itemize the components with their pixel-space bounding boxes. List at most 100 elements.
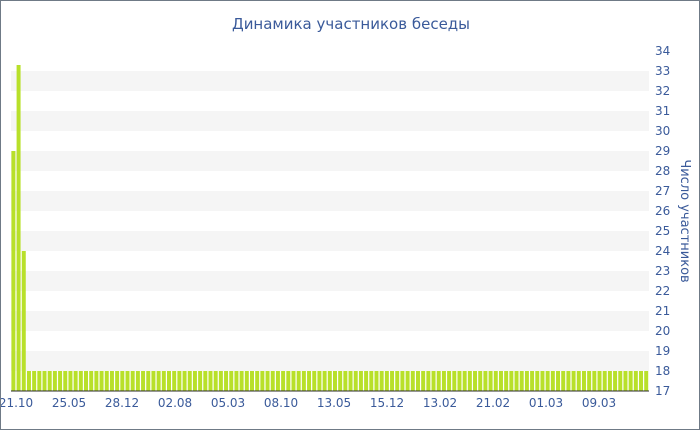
bar — [447, 371, 452, 391]
y-tick-label: 21 — [655, 304, 670, 318]
bar — [498, 371, 503, 391]
x-tick-label: 09.03 — [582, 396, 616, 410]
bar — [275, 371, 280, 391]
y-tick-label: 19 — [655, 344, 670, 358]
bar — [488, 371, 493, 391]
bar — [229, 371, 234, 391]
bar — [358, 371, 363, 391]
grid-band — [11, 351, 649, 371]
bar-series — [11, 65, 649, 391]
grid-band — [11, 271, 649, 291]
bar — [524, 371, 529, 391]
x-tick-label: 28.12 — [105, 396, 139, 410]
bar — [26, 371, 31, 391]
bar — [307, 371, 312, 391]
bar — [99, 371, 104, 391]
bar — [301, 371, 306, 391]
bar — [561, 371, 566, 391]
bar — [436, 371, 441, 391]
grid-band — [11, 111, 649, 131]
bar — [550, 371, 555, 391]
y-tick-label: 22 — [655, 284, 670, 298]
x-tick-label: 25.05 — [52, 396, 86, 410]
y-tick-label: 17 — [655, 384, 670, 398]
bar — [452, 371, 457, 391]
bar — [514, 371, 519, 391]
bar — [535, 371, 540, 391]
bar — [141, 371, 146, 391]
bar — [592, 371, 597, 391]
bar — [182, 371, 187, 391]
bar — [94, 371, 99, 391]
bar — [218, 371, 223, 391]
bar — [213, 371, 218, 391]
y-tick-label: 27 — [655, 184, 670, 198]
y-tick-label: 33 — [655, 64, 670, 78]
bar — [509, 371, 514, 391]
bar — [483, 371, 488, 391]
bar — [255, 371, 260, 391]
y-axis-ticks: 17 18 19 20 21 22 23 24 25 26 27 28 29 30 31 32 33 34 — [655, 44, 670, 398]
bar — [478, 371, 483, 391]
bar — [421, 371, 426, 391]
bar — [224, 371, 229, 391]
y-tick-label: 31 — [655, 104, 670, 118]
bar — [384, 371, 389, 391]
y-tick-label: 29 — [655, 144, 670, 158]
chart-title: Динамика участников беседы — [232, 15, 470, 33]
y-tick-label: 30 — [655, 124, 670, 138]
bar — [270, 371, 275, 391]
bar — [545, 371, 550, 391]
bar — [607, 371, 612, 391]
bar — [260, 371, 265, 391]
grid-band — [11, 311, 649, 331]
x-tick-label: 13.02 — [423, 396, 457, 410]
bar — [390, 371, 395, 391]
bar — [639, 371, 644, 391]
bar — [473, 371, 478, 391]
x-tick-label: 21.02 — [476, 396, 510, 410]
bar — [187, 371, 192, 391]
y-tick-label: 26 — [655, 204, 670, 218]
bar — [504, 371, 509, 391]
bar — [566, 371, 571, 391]
bar — [135, 371, 140, 391]
grid-band — [11, 151, 649, 171]
bar — [250, 371, 254, 391]
bar — [327, 371, 332, 391]
y-tick-label: 28 — [655, 164, 670, 178]
bar — [405, 371, 410, 391]
y-tick-label: 25 — [655, 224, 670, 238]
bar — [415, 371, 420, 391]
bar — [410, 371, 415, 391]
bar — [312, 371, 317, 391]
bar — [628, 371, 633, 391]
y-axis-label: Число участников — [677, 159, 692, 282]
y-tick-label: 20 — [655, 324, 670, 338]
grid-band — [11, 231, 649, 251]
bar — [296, 371, 301, 391]
bar — [32, 371, 37, 391]
bar — [192, 371, 197, 391]
bar — [161, 371, 166, 391]
bar — [47, 371, 52, 391]
bar — [317, 371, 322, 391]
y-tick-label: 18 — [655, 364, 670, 378]
bar — [130, 371, 135, 391]
bar — [37, 371, 42, 391]
bar — [633, 371, 638, 391]
bar — [125, 371, 130, 391]
bar — [11, 151, 16, 391]
bar — [156, 371, 161, 391]
y-tick-label: 23 — [655, 264, 670, 278]
bar — [493, 371, 498, 391]
bar — [172, 371, 177, 391]
bar — [286, 371, 291, 391]
bar — [581, 371, 586, 391]
bar — [587, 371, 592, 391]
bar — [84, 371, 89, 391]
x-tick-label: 21.10 — [1, 396, 33, 410]
bar — [613, 371, 618, 391]
grid-bands — [11, 71, 649, 371]
